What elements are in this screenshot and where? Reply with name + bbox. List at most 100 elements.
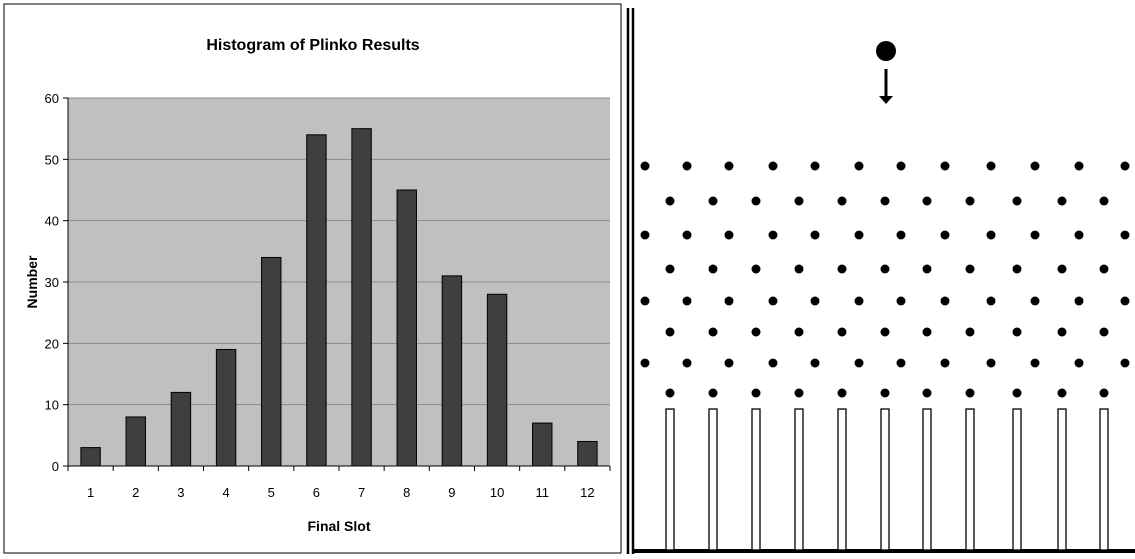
peg — [794, 196, 804, 206]
y-tick-label: 20 — [45, 336, 59, 351]
peg — [640, 230, 650, 240]
peg — [837, 388, 847, 398]
x-tick-label: 3 — [177, 485, 184, 500]
y-tick-label: 60 — [45, 91, 59, 106]
y-tick-label: 50 — [45, 152, 59, 167]
peg — [1099, 264, 1109, 274]
peg — [794, 388, 804, 398]
slot-divider — [965, 408, 975, 551]
peg — [1120, 296, 1130, 306]
bar — [351, 128, 372, 467]
x-tick-label: 7 — [358, 485, 365, 500]
peg — [965, 327, 975, 337]
peg — [965, 388, 975, 398]
x-tick-label: 12 — [580, 485, 594, 500]
peg — [896, 230, 906, 240]
slot-divider — [837, 408, 847, 551]
y-tick-label: 40 — [45, 214, 59, 229]
peg — [1074, 230, 1084, 240]
peg — [1012, 327, 1022, 337]
peg — [751, 264, 761, 274]
bar — [486, 293, 508, 467]
peg — [810, 230, 820, 240]
bar — [170, 391, 192, 467]
plinko-board — [626, 8, 1135, 554]
peg — [1099, 388, 1109, 398]
peg — [854, 358, 864, 368]
arrow-down-icon — [879, 69, 893, 104]
bar — [306, 134, 327, 467]
peg — [810, 358, 820, 368]
peg — [986, 358, 996, 368]
peg — [896, 296, 906, 306]
peg — [794, 264, 804, 274]
peg — [682, 161, 692, 171]
peg — [751, 388, 761, 398]
peg — [665, 388, 675, 398]
peg — [708, 388, 718, 398]
slot-dividers — [665, 408, 1109, 551]
peg — [1074, 161, 1084, 171]
x-tick-label: 10 — [490, 485, 504, 500]
bar — [125, 416, 146, 467]
bar — [215, 348, 237, 467]
x-tick-label: 1 — [87, 485, 94, 500]
x-tick-label: 5 — [268, 485, 275, 500]
peg — [922, 388, 932, 398]
bar — [80, 447, 101, 467]
peg — [837, 327, 847, 337]
chart-title: Histogram of Plinko Results — [206, 37, 419, 54]
peg — [965, 196, 975, 206]
x-tick-label: 4 — [222, 485, 229, 500]
peg — [682, 230, 692, 240]
y-tick-label: 0 — [52, 459, 59, 474]
x-tick-label: 2 — [132, 485, 139, 500]
peg — [751, 327, 761, 337]
x-tick-label: 6 — [313, 485, 320, 500]
bar — [261, 256, 282, 467]
slot-divider — [794, 408, 804, 551]
y-axis-label: Number — [24, 255, 40, 308]
peg — [1099, 327, 1109, 337]
peg — [1012, 388, 1022, 398]
slot-divider — [751, 408, 761, 551]
peg — [665, 196, 675, 206]
histogram-chart: Histogram of Plinko Results 0 10 20 30 40 50 6… — [3, 3, 622, 554]
peg — [724, 230, 734, 240]
peg — [986, 230, 996, 240]
bar — [577, 440, 598, 467]
peg — [854, 230, 864, 240]
x-tick-label: 9 — [448, 485, 455, 500]
peg — [1120, 358, 1130, 368]
peg — [1057, 327, 1067, 337]
peg — [724, 161, 734, 171]
peg — [922, 264, 932, 274]
peg — [665, 264, 675, 274]
peg — [1057, 388, 1067, 398]
peg — [896, 358, 906, 368]
peg — [682, 296, 692, 306]
peg — [854, 161, 864, 171]
peg — [682, 358, 692, 368]
slot-divider — [880, 408, 890, 551]
slot-divider — [1012, 408, 1022, 551]
peg — [1030, 161, 1040, 171]
y-axis-ticks: 0 10 20 30 40 50 60 — [45, 91, 68, 474]
bar — [532, 422, 553, 467]
peg — [640, 161, 650, 171]
peg — [1030, 230, 1040, 240]
x-tick-label: 8 — [403, 485, 410, 500]
peg — [1120, 161, 1130, 171]
peg — [640, 358, 650, 368]
peg — [751, 196, 761, 206]
peg — [1099, 196, 1109, 206]
gridlines — [68, 97, 610, 406]
peg — [794, 327, 804, 337]
peg — [922, 196, 932, 206]
x-tick-label: 11 — [536, 485, 550, 500]
slot-divider — [665, 408, 675, 551]
slot-divider — [922, 408, 932, 551]
peg — [940, 230, 950, 240]
peg — [837, 196, 847, 206]
peg — [1012, 196, 1022, 206]
